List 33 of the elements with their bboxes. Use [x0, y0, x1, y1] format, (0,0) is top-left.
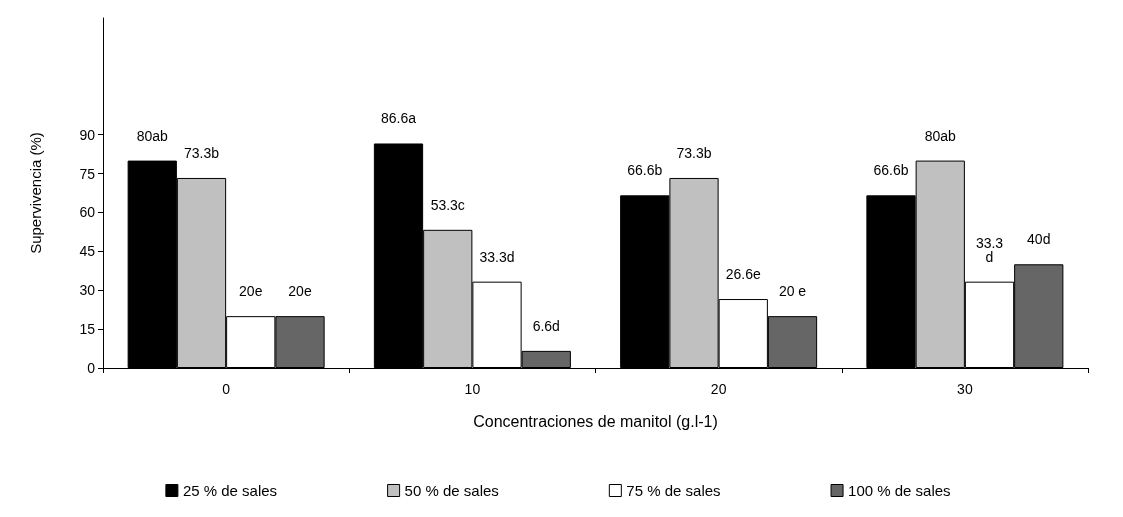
legend-label: 25 % de sales — [182, 482, 278, 499]
x-tick-label: 30 — [957, 381, 973, 397]
y-tick-label: 30 — [79, 282, 96, 299]
x-tick-label: 0 — [222, 381, 231, 397]
x-tick-label: 10 — [464, 381, 481, 397]
legend-label: 50 % de sales — [404, 482, 499, 499]
legend-label: 75 % de sales — [626, 482, 721, 499]
x-tick-label: 20 — [710, 381, 727, 397]
data-label: 66.6b — [873, 162, 909, 179]
data-label: 73.3b — [183, 144, 220, 161]
data-label: 66.6b — [627, 162, 663, 179]
y-tick-label: 0 — [87, 360, 96, 376]
legend-label: 100 % de sales — [848, 482, 951, 499]
data-label: 86.6a — [380, 110, 417, 127]
data-label: 26.6e — [725, 266, 761, 283]
y-tick-label: 75 — [79, 165, 96, 182]
data-label: 80ab — [136, 127, 169, 144]
data-label: 80ab — [924, 127, 957, 144]
x-axis-title: Concentraciones de manitol (g.l-1) — [473, 412, 718, 430]
data-label: 20 e — [778, 283, 807, 300]
y-axis-title: Supervivencia (%) — [27, 132, 44, 254]
data-label: 33.3d — [479, 248, 515, 265]
y-tick-label: 15 — [79, 321, 96, 338]
y-tick-label: 60 — [79, 204, 96, 221]
y-tick-label: 45 — [79, 243, 96, 260]
data-label: 6.6d — [532, 317, 560, 334]
data-label: 33.3 d — [975, 234, 1004, 265]
data-label: 20e — [239, 283, 263, 300]
data-label: 73.3b — [676, 144, 712, 161]
data-label: 53.3c — [430, 196, 465, 213]
y-tick-label: 90 — [79, 126, 96, 143]
data-label: 20e — [288, 283, 312, 300]
data-label: 40d — [1027, 231, 1051, 248]
